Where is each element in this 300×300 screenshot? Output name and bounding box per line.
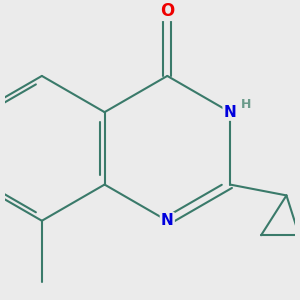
Text: N: N: [161, 213, 174, 228]
Text: O: O: [160, 2, 174, 20]
Text: N: N: [224, 105, 236, 120]
Text: H: H: [241, 98, 251, 111]
